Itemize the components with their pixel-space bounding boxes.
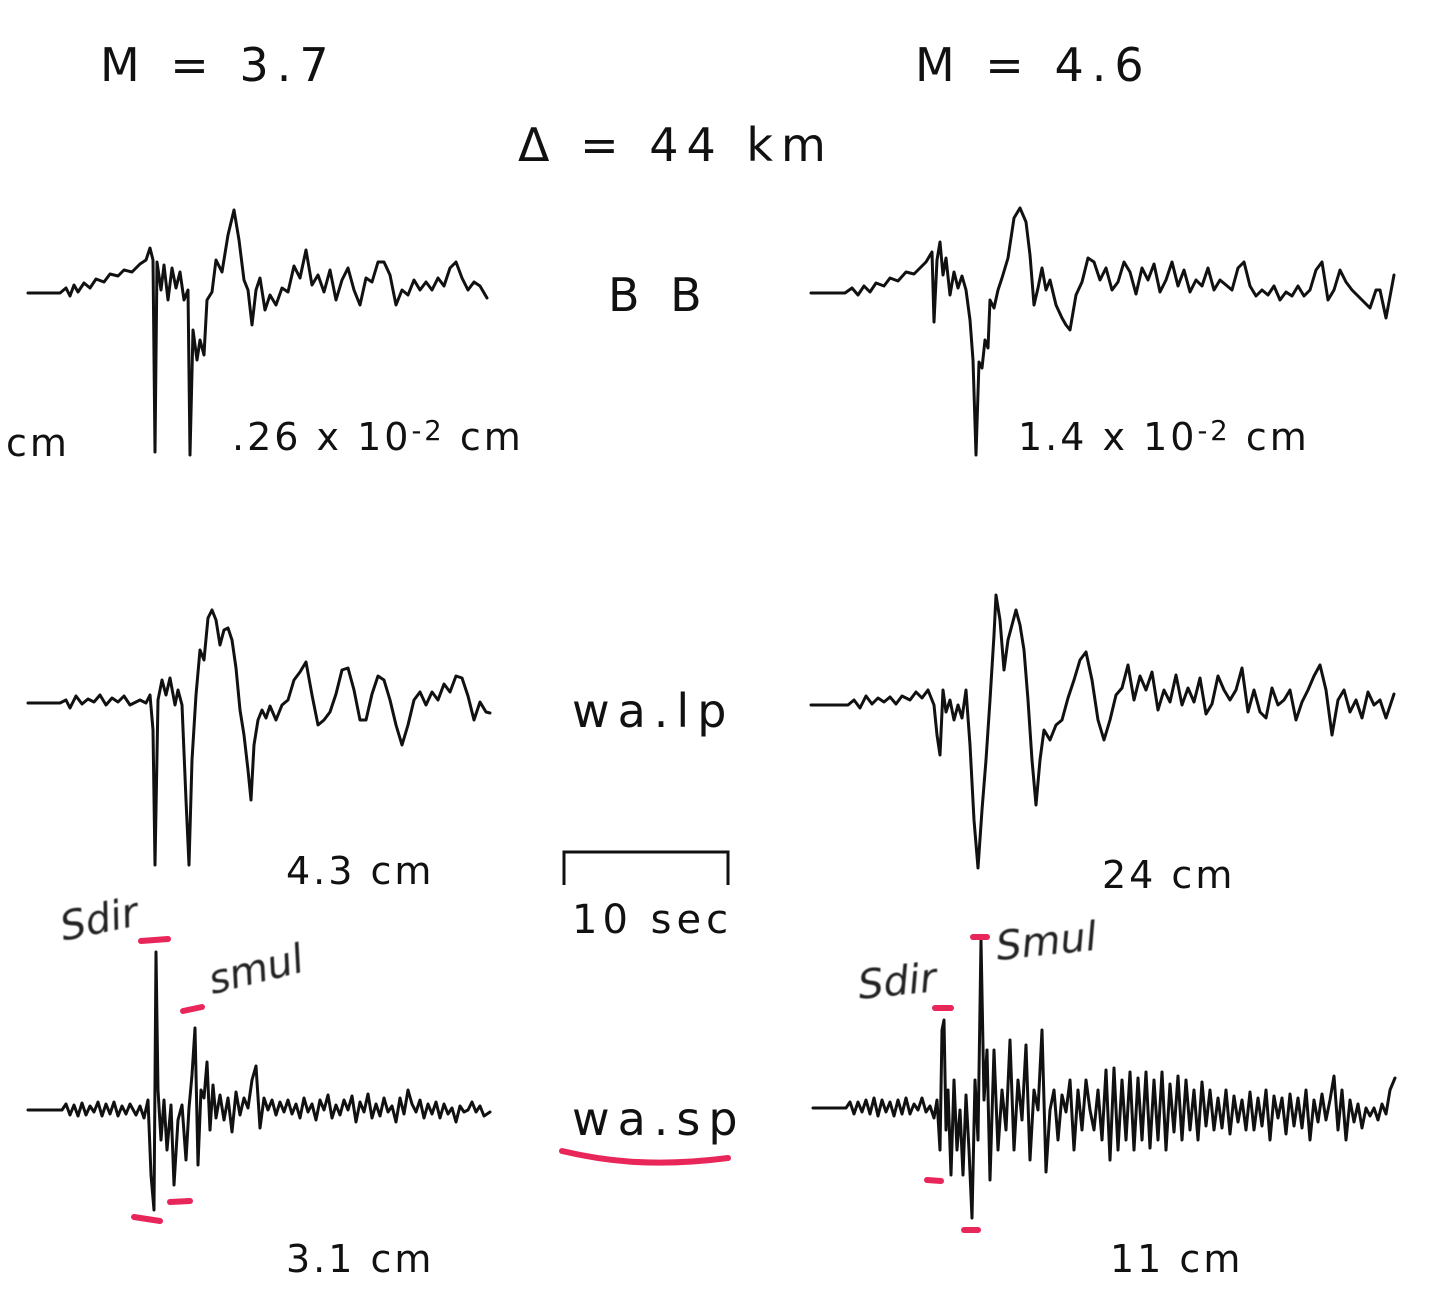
bb-right-amplitude-unit: cm bbox=[1245, 415, 1310, 459]
time-scale-label: 10 sec bbox=[572, 897, 734, 943]
left-edge-unit-label: cm bbox=[6, 421, 70, 465]
bb-left-amplitude-prefix: .26 x 10 bbox=[232, 415, 412, 459]
trace-bb-m46 bbox=[809, 206, 1396, 457]
trace-wasp-m46 bbox=[811, 938, 1397, 1220]
bb-left-amplitude: .26 x 10-2 cm bbox=[232, 418, 524, 456]
trace-walp-m37 bbox=[26, 608, 492, 867]
left-sdir-bottom-marker bbox=[131, 1214, 163, 1224]
bb-right-amplitude-exponent: -2 bbox=[1197, 416, 1231, 448]
instrument-label-wasp: wa.sp bbox=[572, 1092, 746, 1146]
walp-left-amplitude: 4.3 cm bbox=[286, 849, 435, 893]
bb-left-amplitude-exponent: -2 bbox=[411, 416, 445, 448]
bb-left-amplitude-unit: cm bbox=[459, 415, 524, 459]
left-sdir-top-marker bbox=[138, 936, 171, 944]
time-scale-bar bbox=[562, 850, 730, 885]
trace-wasp-m37 bbox=[26, 950, 492, 1212]
instrument-label-bb: B B bbox=[608, 268, 710, 322]
trace-bb-m37 bbox=[26, 208, 489, 457]
wasp-left-amplitude: 3.1 cm bbox=[286, 1237, 435, 1281]
left-magnitude-label: M = 3.7 bbox=[100, 38, 337, 92]
bb-right-amplitude: 1.4 x 10-2 cm bbox=[1018, 418, 1310, 456]
bb-right-amplitude-prefix: 1.4 x 10 bbox=[1018, 415, 1198, 459]
right-magnitude-label: M = 4.6 bbox=[915, 38, 1152, 92]
instrument-label-walp: wa.lp bbox=[572, 684, 735, 738]
wasp-right-amplitude: 11 cm bbox=[1110, 1237, 1244, 1281]
left-smul-top-marker bbox=[180, 1004, 205, 1014]
distance-label: Δ = 44 km bbox=[518, 118, 834, 172]
walp-right-amplitude: 24 cm bbox=[1102, 853, 1236, 897]
wasp-label-underline bbox=[559, 1148, 731, 1166]
trace-walp-m46 bbox=[809, 593, 1396, 870]
left-smul-bottom-marker bbox=[167, 1198, 193, 1205]
right-sdir-bottom-marker bbox=[924, 1177, 944, 1184]
